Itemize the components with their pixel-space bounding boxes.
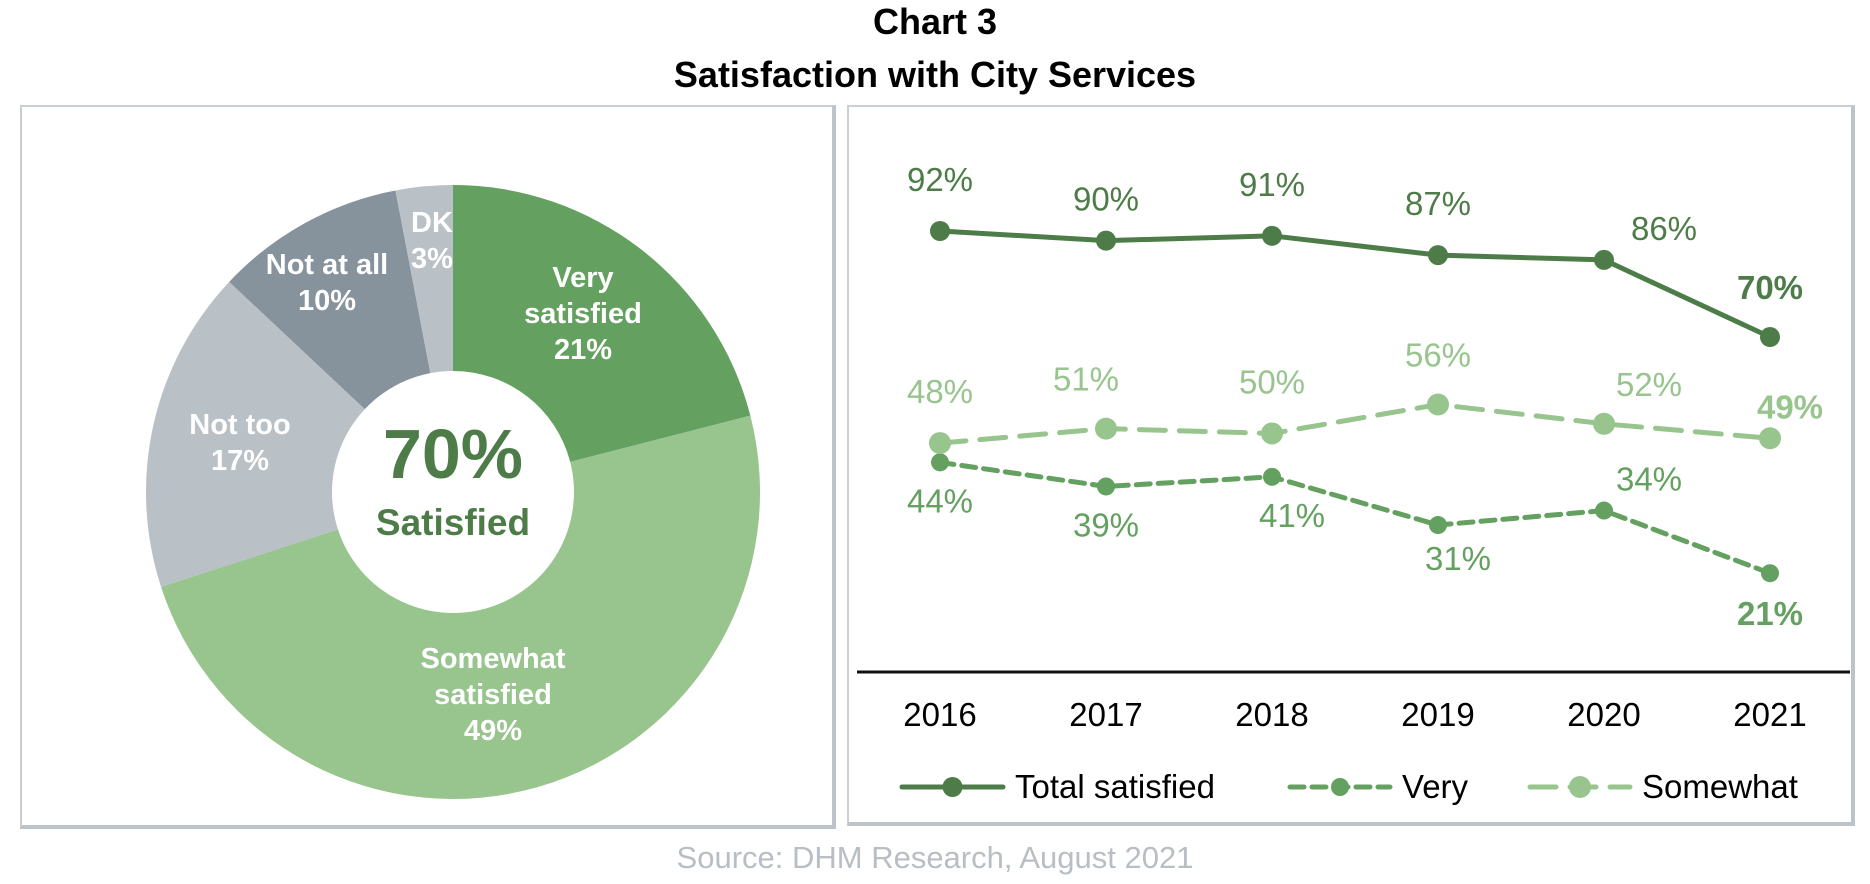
data-point-marker: [1262, 225, 1282, 246]
data-label: 87%: [1405, 185, 1471, 222]
data-label: 49%: [1757, 388, 1823, 425]
data-point-marker: [1096, 230, 1116, 251]
donut-slice-label: 49%: [464, 715, 522, 747]
donut-slice-very-satisfied: [453, 185, 751, 462]
donut-center-value: 70%: [383, 415, 523, 493]
data-point-marker: [1263, 467, 1281, 486]
donut-slice-label: satisfied: [434, 679, 552, 711]
donut-slice-not-at-all: [229, 190, 431, 410]
legend-label: Somewhat: [1642, 768, 1798, 805]
donut-slice-label: 3%: [411, 243, 453, 275]
donut-slice-label: Not at all: [266, 249, 388, 281]
x-tick-label: 2016: [903, 696, 976, 733]
legend-marker-icon: [1569, 776, 1591, 798]
data-point-marker: [929, 432, 951, 455]
legend-label: Very: [1402, 768, 1469, 805]
data-label: 92%: [907, 161, 973, 198]
data-label: 21%: [1737, 595, 1803, 632]
data-label: 91%: [1239, 166, 1305, 203]
donut-center-label: Satisfied: [376, 502, 530, 543]
chart-number: Chart 3: [872, 1, 998, 42]
data-point-marker: [930, 221, 950, 241]
data-label: 31%: [1425, 540, 1491, 577]
x-tick-label: 2018: [1235, 696, 1308, 733]
data-label: 41%: [1259, 497, 1325, 534]
data-label: 90%: [1073, 181, 1139, 218]
data-point-marker: [1761, 564, 1779, 583]
x-tick-label: 2017: [1069, 696, 1142, 733]
x-tick-label: 2020: [1567, 696, 1640, 733]
x-tick-label: 2021: [1733, 696, 1806, 733]
donut-slice-label: 17%: [211, 445, 269, 477]
data-point-marker: [1593, 412, 1615, 435]
data-label: 52%: [1616, 366, 1682, 403]
donut-slice-label: Not too: [189, 409, 290, 441]
x-tick-label: 2019: [1401, 696, 1474, 733]
line-chart-panel: [847, 105, 1855, 826]
legend-marker-icon: [1331, 778, 1349, 796]
donut-slice-label: 10%: [298, 285, 356, 317]
data-point-marker: [1595, 501, 1613, 520]
series-line-total-satisfied: [937, 228, 1773, 340]
data-label: 39%: [1073, 506, 1139, 543]
donut-slice-label: DK: [411, 207, 453, 239]
donut-slice-not-too: [146, 281, 365, 587]
legend-label: Total satisfied: [1015, 768, 1215, 805]
data-point-marker: [1427, 393, 1449, 416]
data-label: 50%: [1239, 363, 1305, 400]
series-line-very: [937, 459, 1773, 576]
data-label: 70%: [1737, 269, 1803, 306]
data-label: 56%: [1405, 337, 1471, 374]
donut-slice-label: 21%: [554, 334, 612, 366]
data-point-marker: [1594, 249, 1614, 270]
legend-marker-icon: [942, 777, 963, 797]
source-note: Source: DHM Research, August 2021: [676, 840, 1194, 875]
data-label: 44%: [907, 482, 973, 519]
chart-title: Satisfaction with City Services: [673, 54, 1197, 95]
data-point-marker: [931, 453, 949, 472]
data-label: 48%: [907, 373, 973, 410]
data-point-marker: [1428, 245, 1448, 266]
donut-slice-dk: [395, 185, 453, 374]
series-line-somewhat: [937, 401, 1773, 446]
donut-slice-label: Very: [552, 262, 613, 294]
data-point-marker: [1760, 327, 1780, 348]
data-label: 34%: [1616, 461, 1682, 498]
donut-slice-somewhat-satisfied: [161, 415, 760, 799]
data-point-marker: [1097, 477, 1115, 496]
donut-slice-label: Somewhat: [420, 643, 565, 675]
data-label: 86%: [1631, 210, 1697, 247]
data-point-marker: [1759, 427, 1781, 450]
donut-slice-label: satisfied: [524, 298, 642, 330]
data-point-marker: [1261, 422, 1283, 445]
data-point-marker: [1095, 417, 1117, 440]
data-point-marker: [1429, 516, 1447, 535]
data-label: 51%: [1053, 361, 1119, 398]
